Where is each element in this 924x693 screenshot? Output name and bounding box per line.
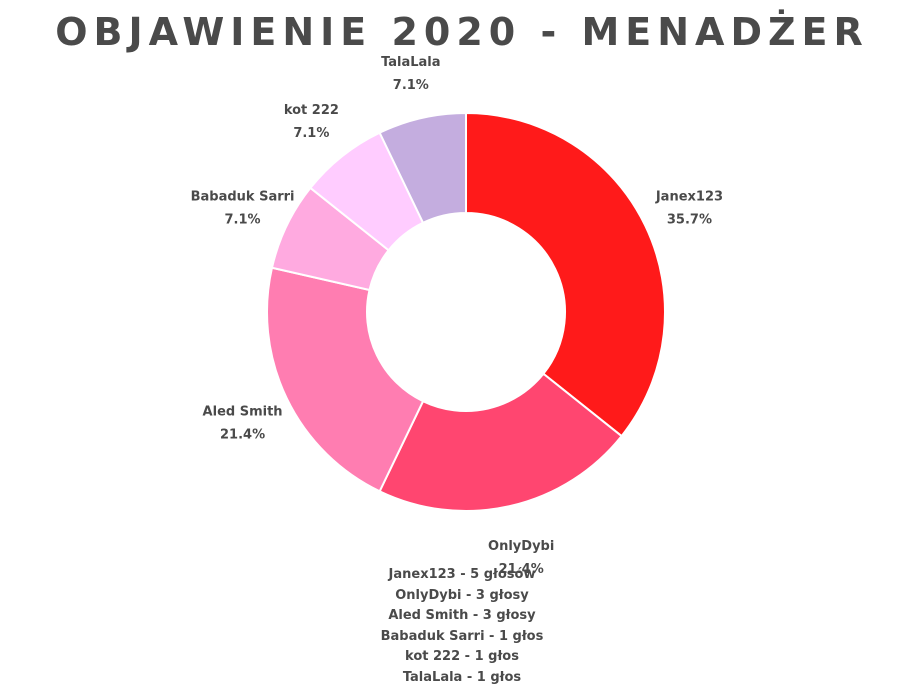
slice-label-name: Aled Smith (203, 405, 283, 420)
summary-line: kot 222 - 1 głos (405, 649, 519, 664)
summary-line: Janex123 - 5 głosów (388, 567, 536, 582)
chart-title: OBJAWIENIE 2020 - MENADŻER (55, 10, 869, 54)
slice-label-percent: 21.4% (220, 428, 265, 443)
summary-line: Aled Smith - 3 głosy (388, 608, 536, 623)
slice-label-name: kot 222 (284, 103, 339, 118)
slice-talalala (378, 111, 467, 225)
summary-line: Babaduk Sarri - 1 głos (380, 628, 544, 644)
vote-summary: Janex123 - 5 głosów OnlyDybi - 3 głosy A… (0, 565, 924, 688)
summary-line: TalaLala - 1 głos (402, 669, 522, 685)
slice-label-percent: 7.1% (293, 126, 329, 141)
slice-label-percent: 7.1% (393, 78, 429, 93)
slice-onlydybi (378, 372, 623, 512)
slice-label-name: Janex123 (655, 189, 723, 204)
slice-label-percent: 35.7% (667, 212, 712, 227)
slice-janex123 (465, 111, 666, 438)
summary-line: OnlyDybi - 3 głosy (395, 587, 529, 603)
slice-label-percent: 21.4% (499, 562, 544, 577)
slice-label-name: Babaduk Sarri (191, 189, 295, 204)
slice-label-name: OnlyDybi (488, 539, 554, 554)
slice-label-name: TalaLala (381, 55, 440, 70)
slice-aled-smith (266, 266, 425, 493)
slice-label-percent: 7.1% (225, 212, 261, 227)
